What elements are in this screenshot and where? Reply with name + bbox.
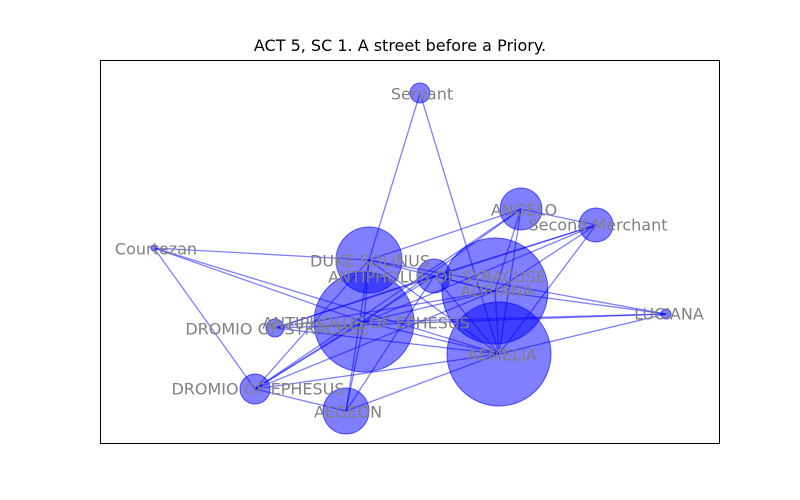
node-label-antipholus-of-syracuse: ANTIPHOLUS OF SYRACUSE [328, 268, 546, 287]
node-label-angelo: ANGELO [491, 201, 557, 220]
node-aegeon [322, 387, 370, 435]
node-label-courtezan: Courtezan [115, 240, 197, 259]
chart-title: ACT 5, SC 1. A street before a Priory. [253, 36, 547, 55]
node-antipholus-of-ephesus [313, 271, 415, 373]
node-label-antipholus-of-ephesus: ANTIPHOLUS OF EPHESUS [262, 314, 470, 333]
node-label-dromio-of-ephesus: DROMIO OF EPHESUS [171, 380, 344, 399]
edge-courtezan-to-dromio-of-ephesus [153, 247, 256, 390]
node-label-servant: Servant [391, 85, 453, 104]
node-courtezan [150, 244, 158, 252]
node-label-luciana: LUCIANA [634, 305, 704, 324]
edge-courtezan-to-duke-solinus [153, 247, 370, 261]
node-servant [409, 82, 431, 104]
node-label-adriana: ADRIANA [461, 282, 534, 301]
plot-frame [100, 60, 720, 444]
node-label-duke-solinus: DUKE SOLINUS [310, 252, 430, 271]
node-angelo [499, 187, 543, 231]
node-label-aemelia: AEMELIA [467, 346, 537, 365]
nodes-layer [150, 82, 672, 435]
node-aemelia [446, 301, 552, 407]
node-label-second-merchant: Second Merchant [529, 216, 668, 235]
node-label-aegeon: AEGEON [314, 403, 382, 422]
node-second-merchant [578, 207, 614, 243]
node-luciana [660, 308, 672, 320]
node-dromio-of-syracuse [265, 318, 285, 338]
node-dromio-of-ephesus [239, 373, 271, 405]
node-label-dromio-of-syracuse: DROMIO OF SYRACUSE [185, 320, 368, 339]
